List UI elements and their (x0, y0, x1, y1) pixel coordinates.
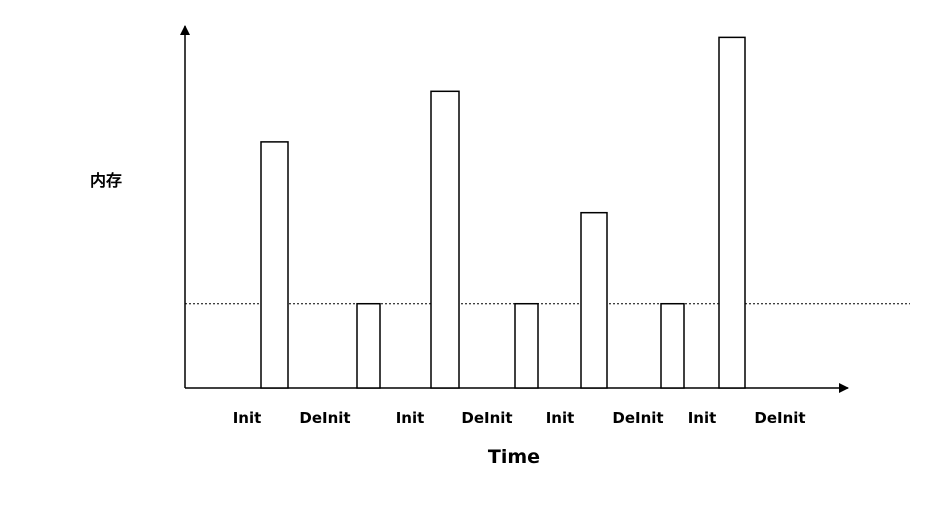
bar-3-init (430, 90, 460, 389)
bar-5-init (580, 211, 608, 389)
category-label-1: Init (233, 409, 262, 427)
category-label-2: DeInit (299, 409, 350, 427)
bars-group (260, 36, 746, 389)
category-label-7: Init (688, 409, 717, 427)
bar-4-deinit (514, 302, 539, 389)
bar-7-init (718, 36, 746, 389)
bar-2-deinit (356, 302, 381, 389)
category-label-5: Init (546, 409, 575, 427)
category-label-6: DeInit (612, 409, 663, 427)
category-label-4: DeInit (461, 409, 512, 427)
bar-6-deinit (660, 302, 685, 389)
category-label-3: Init (396, 409, 425, 427)
bar-1-init (260, 141, 289, 389)
category-label-8: DeInit (754, 409, 805, 427)
x-axis-label: Time (488, 446, 540, 468)
y-axis-label: 内存 (90, 171, 122, 190)
category-labels-group: Init DeInit Init DeInit Init DeInit Init DeInit (233, 409, 806, 427)
